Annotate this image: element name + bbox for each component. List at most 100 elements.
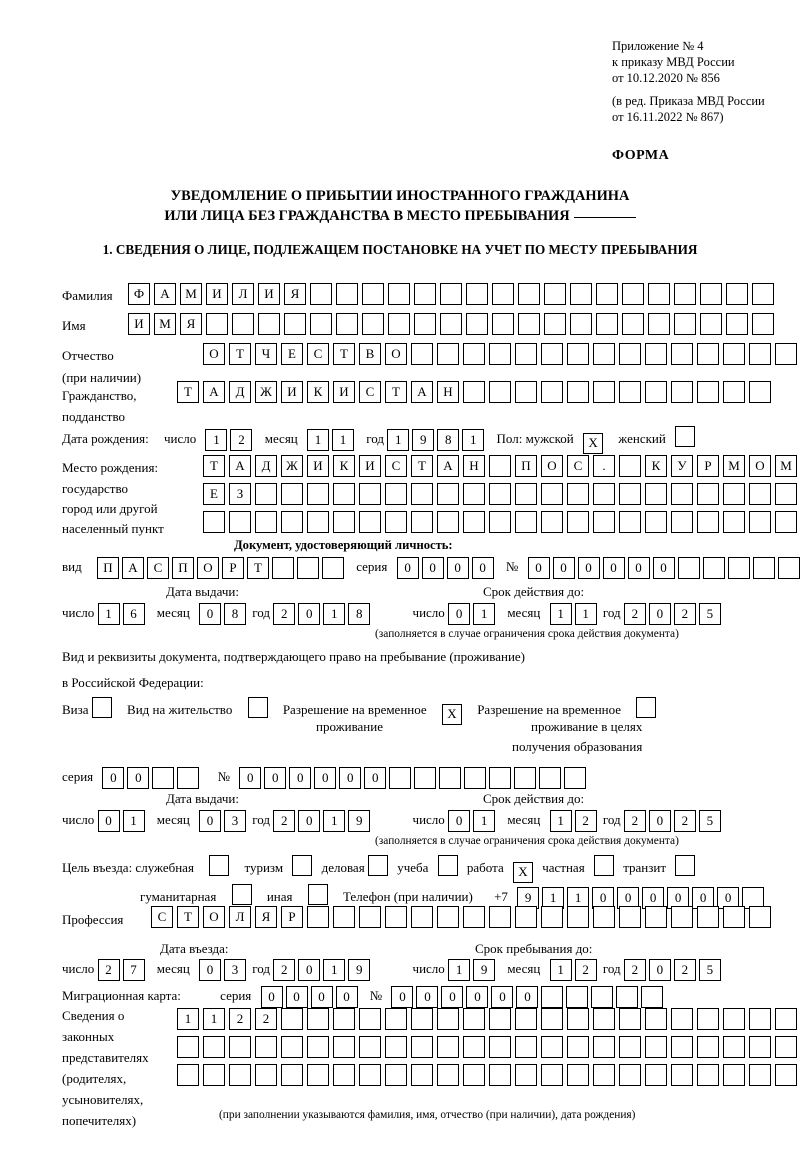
char-box[interactable]: [515, 1036, 537, 1058]
char-box[interactable]: [489, 1036, 511, 1058]
char-box[interactable]: [619, 511, 641, 533]
legal-rep-row-2-input[interactable]: [177, 1036, 797, 1058]
char-box[interactable]: [700, 283, 722, 305]
char-box[interactable]: [362, 283, 384, 305]
char-box[interactable]: [752, 313, 774, 335]
char-box[interactable]: О: [196, 557, 219, 580]
char-box[interactable]: [515, 1064, 537, 1086]
char-box[interactable]: Р: [281, 906, 303, 928]
char-box[interactable]: Т: [177, 381, 199, 403]
char-box[interactable]: С: [307, 343, 329, 365]
char-box[interactable]: [515, 906, 537, 928]
char-box[interactable]: [411, 1008, 433, 1030]
char-box[interactable]: [671, 1008, 693, 1030]
char-box[interactable]: И: [281, 381, 303, 403]
char-box[interactable]: О: [749, 455, 771, 477]
char-box[interactable]: Ж: [255, 381, 277, 403]
char-box[interactable]: [671, 343, 693, 365]
char-box[interactable]: [414, 313, 436, 335]
temp-residence-edu-checkbox[interactable]: [636, 697, 657, 718]
char-box[interactable]: [359, 1036, 381, 1058]
purpose-service-checkbox[interactable]: [209, 855, 230, 876]
char-box[interactable]: [489, 455, 511, 477]
char-box[interactable]: 1: [549, 810, 572, 833]
char-box[interactable]: [697, 343, 719, 365]
char-box[interactable]: 0: [717, 887, 740, 910]
char-box[interactable]: 1: [203, 1008, 225, 1030]
char-box[interactable]: [492, 313, 514, 335]
char-box[interactable]: 2: [673, 959, 696, 982]
char-box[interactable]: [541, 381, 563, 403]
char-box[interactable]: [281, 1036, 303, 1058]
char-box[interactable]: У: [671, 455, 693, 477]
char-box[interactable]: [567, 1036, 589, 1058]
char-box[interactable]: И: [359, 455, 381, 477]
char-box[interactable]: [359, 1064, 381, 1086]
char-box[interactable]: 9: [473, 959, 496, 982]
char-box[interactable]: [723, 906, 745, 928]
char-box[interactable]: [229, 1064, 251, 1086]
char-box[interactable]: Я: [255, 906, 277, 928]
char-box[interactable]: [333, 1064, 355, 1086]
char-box[interactable]: [619, 455, 641, 477]
char-box[interactable]: [645, 483, 667, 505]
char-box[interactable]: 2: [623, 810, 646, 833]
legal-rep-row-3-input[interactable]: [177, 1064, 797, 1086]
char-box[interactable]: 0: [602, 557, 625, 580]
char-box[interactable]: 8: [348, 603, 371, 626]
char-box[interactable]: [203, 1064, 225, 1086]
char-box[interactable]: С: [146, 557, 169, 580]
char-box[interactable]: 2: [623, 603, 646, 626]
char-box[interactable]: А: [121, 557, 144, 580]
char-box[interactable]: О: [203, 343, 225, 365]
char-box[interactable]: [463, 906, 485, 928]
purpose-study-checkbox[interactable]: [437, 855, 458, 876]
char-box[interactable]: [411, 343, 433, 365]
char-box[interactable]: [619, 381, 641, 403]
char-box[interactable]: 9: [348, 959, 371, 982]
purpose-humanitarian-checkbox[interactable]: [231, 884, 252, 905]
char-box[interactable]: 0: [592, 887, 615, 910]
char-box[interactable]: [437, 1064, 459, 1086]
char-box[interactable]: [697, 1036, 719, 1058]
char-box[interactable]: [177, 1064, 199, 1086]
char-box[interactable]: [362, 313, 384, 335]
char-box[interactable]: [439, 767, 462, 790]
char-box[interactable]: [567, 906, 589, 928]
char-box[interactable]: 1: [574, 603, 597, 626]
char-box[interactable]: [307, 1008, 329, 1030]
char-box[interactable]: [489, 483, 511, 505]
char-box[interactable]: Д: [229, 381, 251, 403]
char-box[interactable]: [333, 906, 355, 928]
char-box[interactable]: Р: [697, 455, 719, 477]
char-box[interactable]: [570, 283, 592, 305]
char-box[interactable]: [463, 381, 485, 403]
char-box[interactable]: 8: [224, 603, 247, 626]
char-box[interactable]: [336, 313, 358, 335]
char-box[interactable]: [466, 313, 488, 335]
char-box[interactable]: [307, 1064, 329, 1086]
char-box[interactable]: А: [154, 283, 176, 305]
purpose-business-checkbox[interactable]: [367, 855, 388, 876]
char-box[interactable]: И: [307, 455, 329, 477]
char-box[interactable]: 0: [97, 810, 120, 833]
char-box[interactable]: [749, 1008, 771, 1030]
char-box[interactable]: [619, 483, 641, 505]
char-box[interactable]: [229, 511, 251, 533]
char-box[interactable]: [414, 767, 437, 790]
char-box[interactable]: 0: [239, 767, 262, 790]
char-box[interactable]: 2: [623, 959, 646, 982]
char-box[interactable]: [619, 343, 641, 365]
char-box[interactable]: [489, 906, 511, 928]
char-box[interactable]: [541, 906, 563, 928]
char-box[interactable]: [437, 483, 459, 505]
char-box[interactable]: Ч: [255, 343, 277, 365]
sex-male-checkbox[interactable]: X: [583, 433, 604, 454]
